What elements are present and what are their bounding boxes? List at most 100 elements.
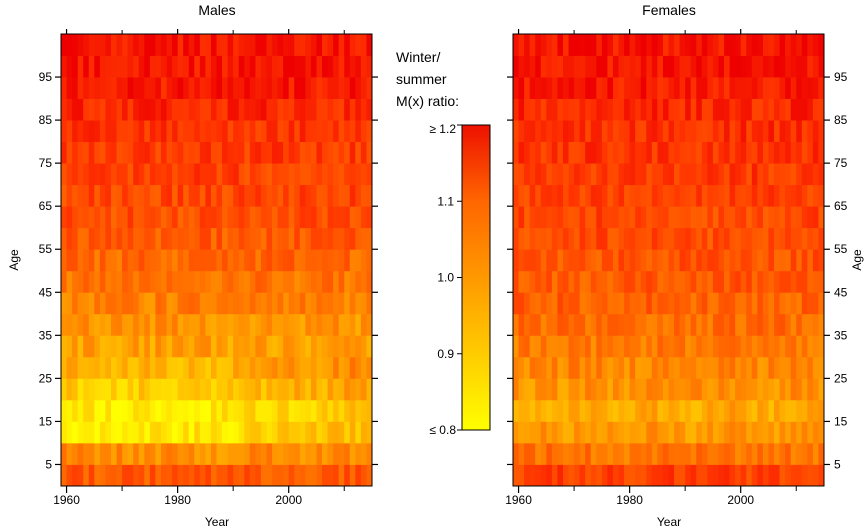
- heatmap-cell: [160, 77, 167, 99]
- heatmap-cell: [222, 34, 228, 56]
- males-x-axis-label: Year: [205, 515, 229, 529]
- heatmap-cell: [635, 335, 642, 358]
- heatmap-cell: [746, 378, 753, 401]
- heatmap-cell: [144, 421, 151, 444]
- heatmap-cell: [88, 270, 95, 293]
- heatmap-cell: [61, 120, 67, 143]
- heatmap-cell: [601, 442, 608, 465]
- heatmap-cell: [601, 378, 608, 401]
- heatmap-cell: [668, 399, 675, 422]
- heatmap-cell: [344, 356, 351, 379]
- heatmap-cell: [338, 55, 345, 78]
- heatmap-cell: [283, 421, 290, 444]
- heatmap-cell: [662, 464, 669, 487]
- legend-ticks: 0.91.01.1: [437, 124, 462, 431]
- heatmap-cell: [210, 356, 217, 379]
- heatmap-cell: [724, 399, 730, 422]
- heatmap-cell: [712, 442, 719, 465]
- heatmap-cell: [579, 34, 586, 56]
- heatmap-cell: [807, 184, 814, 207]
- heatmap-cell: [785, 227, 792, 250]
- heatmap-cell: [338, 292, 345, 315]
- heatmap-cell: [729, 270, 736, 293]
- heatmap-cell: [172, 464, 179, 487]
- heatmap-cell: [249, 399, 256, 422]
- heatmap-cell: [729, 184, 736, 207]
- heatmap-cell: [77, 77, 84, 99]
- heatmap-cell: [277, 163, 284, 186]
- heatmap-cell: [751, 141, 758, 164]
- heatmap-cell: [238, 184, 245, 207]
- heatmap-cell: [596, 55, 603, 78]
- heatmap-cell: [785, 442, 792, 465]
- heatmap-cell: [72, 184, 79, 207]
- heatmap-cell: [651, 120, 658, 143]
- heatmap-cell: [529, 98, 536, 121]
- heatmap-cell: [166, 292, 173, 315]
- heatmap-cell: [740, 98, 747, 121]
- heatmap-cell: [155, 249, 162, 272]
- heatmap-cell: [596, 141, 603, 164]
- heatmap-cell: [305, 442, 312, 465]
- heatmap-cell: [657, 356, 664, 379]
- heatmap-cell: [701, 163, 708, 186]
- heatmap-cell: [166, 270, 173, 293]
- heatmap-cell: [260, 442, 267, 465]
- heatmap-cell: [562, 292, 569, 315]
- heatmap-cell: [774, 378, 780, 401]
- heatmap-cell: [690, 399, 697, 422]
- heatmap-cell: [344, 270, 351, 293]
- heatmap-cell: [612, 464, 619, 487]
- heatmap-cell: [646, 421, 653, 444]
- heatmap-cell: [116, 34, 123, 56]
- heatmap-cell: [774, 399, 780, 422]
- heatmap-cell: [260, 335, 267, 358]
- heatmap-cell: [310, 77, 317, 99]
- heatmap-cell: [155, 77, 162, 99]
- heatmap-cell: [518, 442, 525, 465]
- heatmap-cell: [110, 335, 117, 358]
- heatmap-cell: [172, 399, 179, 422]
- heatmap-cell: [177, 399, 184, 422]
- heatmap-cell: [72, 55, 79, 78]
- heatmap-cell: [233, 227, 240, 250]
- heatmap-cell: [607, 227, 614, 250]
- heatmap-cell: [757, 206, 764, 229]
- heatmap-cell: [546, 249, 553, 272]
- heatmap-cell: [551, 442, 558, 465]
- heatmap-cell: [574, 120, 581, 143]
- heatmap-cell: [360, 98, 367, 121]
- heatmap-cell: [668, 55, 675, 78]
- heatmap-cell: [562, 141, 569, 164]
- heatmap-cell: [574, 442, 581, 465]
- heatmap-cell: [701, 421, 708, 444]
- y-tick-label: 85: [39, 113, 53, 127]
- heatmap-cell: [540, 55, 547, 78]
- heatmap-cell: [283, 98, 290, 121]
- heatmap-cell: [740, 120, 747, 143]
- heatmap-cell: [768, 464, 775, 487]
- heatmap-cell: [546, 335, 553, 358]
- heatmap-cell: [651, 399, 658, 422]
- heatmap-cell: [194, 120, 201, 143]
- heatmap-cell: [183, 335, 190, 358]
- heatmap-cell: [249, 227, 256, 250]
- heatmap-cell: [127, 292, 134, 315]
- heatmap-cell: [574, 270, 581, 293]
- heatmap-cell: [144, 270, 151, 293]
- heatmap-cell: [205, 206, 212, 229]
- heatmap-cell: [518, 34, 525, 56]
- heatmap-cell: [72, 399, 79, 422]
- heatmap-cell: [260, 378, 267, 401]
- heatmap-cell: [266, 335, 273, 358]
- heatmap-cell: [149, 55, 156, 78]
- heatmap-cell: [355, 227, 362, 250]
- heatmap-cell: [674, 77, 680, 99]
- heatmap-cell: [579, 206, 586, 229]
- heatmap-cell: [729, 292, 736, 315]
- heatmap-cell: [288, 34, 295, 56]
- heatmap-cell: [785, 77, 792, 99]
- heatmap-cell: [596, 227, 603, 250]
- heatmap-cell: [338, 141, 345, 164]
